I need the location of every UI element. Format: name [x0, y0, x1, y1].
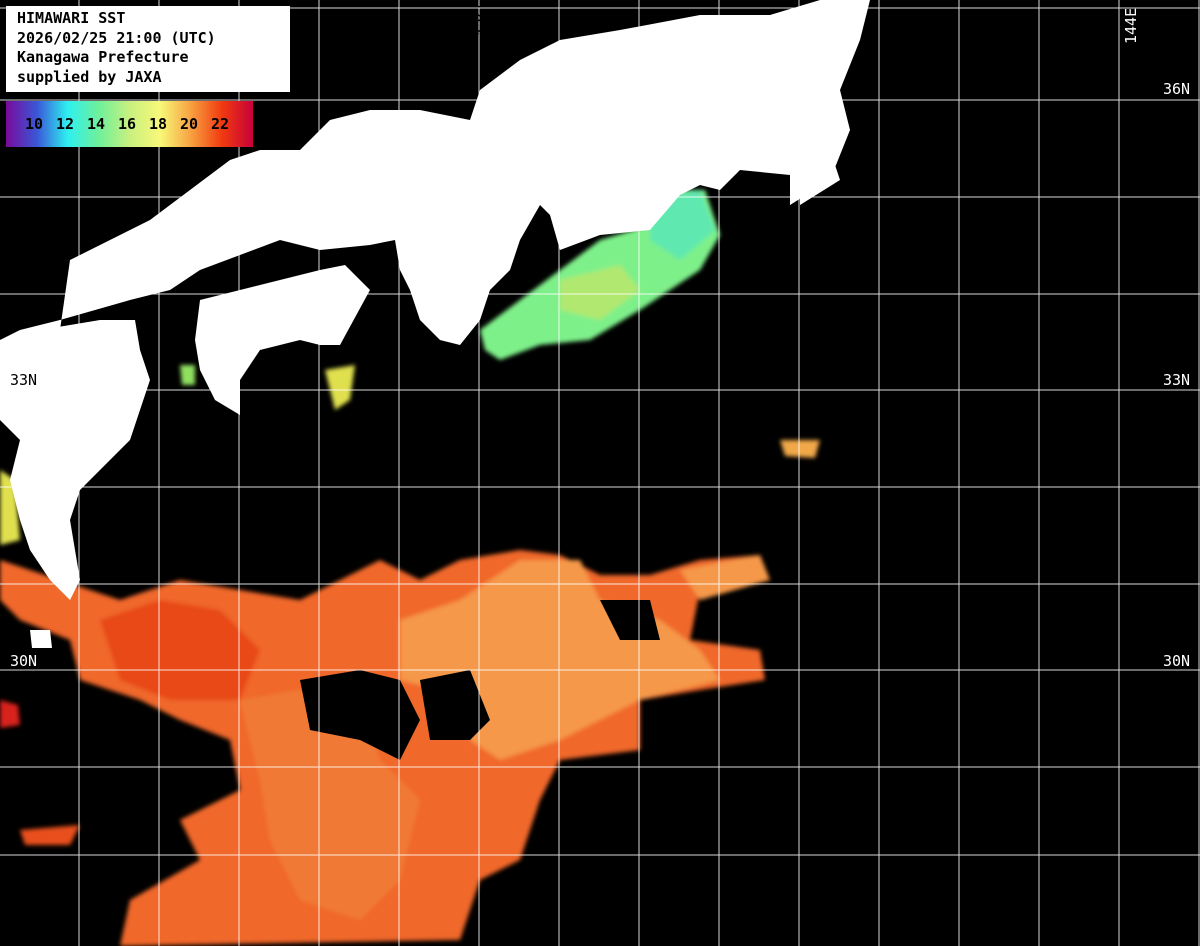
- lat-label-36n: 36N: [1163, 80, 1191, 98]
- lon-label-136e: 136E: [474, 0, 492, 36]
- lon-label-144e: 144E: [1122, 7, 1140, 44]
- info-source: supplied by JAXA: [17, 67, 162, 86]
- land-kyushu: [0, 320, 150, 600]
- info-region: Kanagawa Prefecture: [17, 48, 189, 66]
- land: [0, 0, 870, 648]
- sst-warm-region: [0, 440, 820, 946]
- lat-label-33n-left: 33N: [10, 371, 38, 389]
- colorbar-tick: 14: [87, 115, 106, 133]
- cloud-gap: [300, 600, 660, 760]
- colorbar-legend: 10 12 14 16 18 20 22: [6, 101, 253, 147]
- land-boso: [800, 150, 840, 205]
- colorbar-tick: 12: [56, 115, 75, 133]
- land-honshu: [0, 0, 870, 345]
- land-island: [30, 630, 52, 648]
- colorbar-tick: 22: [211, 115, 230, 133]
- lat-label-33n: 33N: [1163, 371, 1191, 389]
- colorbar-tick: 10: [25, 115, 44, 133]
- lat-label-30n-left: 30N: [10, 652, 38, 670]
- colorbar-tick: 16: [118, 115, 137, 133]
- info-title: HIMAWARI SST: [17, 9, 126, 27]
- info-datetime: 2026/02/25 21:00 (UTC): [17, 28, 216, 47]
- info-box: HIMAWARI SST 2026/02/25 21:00 (UTC) Kana…: [6, 6, 290, 92]
- colorbar-tick: 20: [180, 115, 199, 133]
- lat-label-30n: 30N: [1163, 652, 1191, 670]
- colorbar-tick: 18: [149, 115, 168, 133]
